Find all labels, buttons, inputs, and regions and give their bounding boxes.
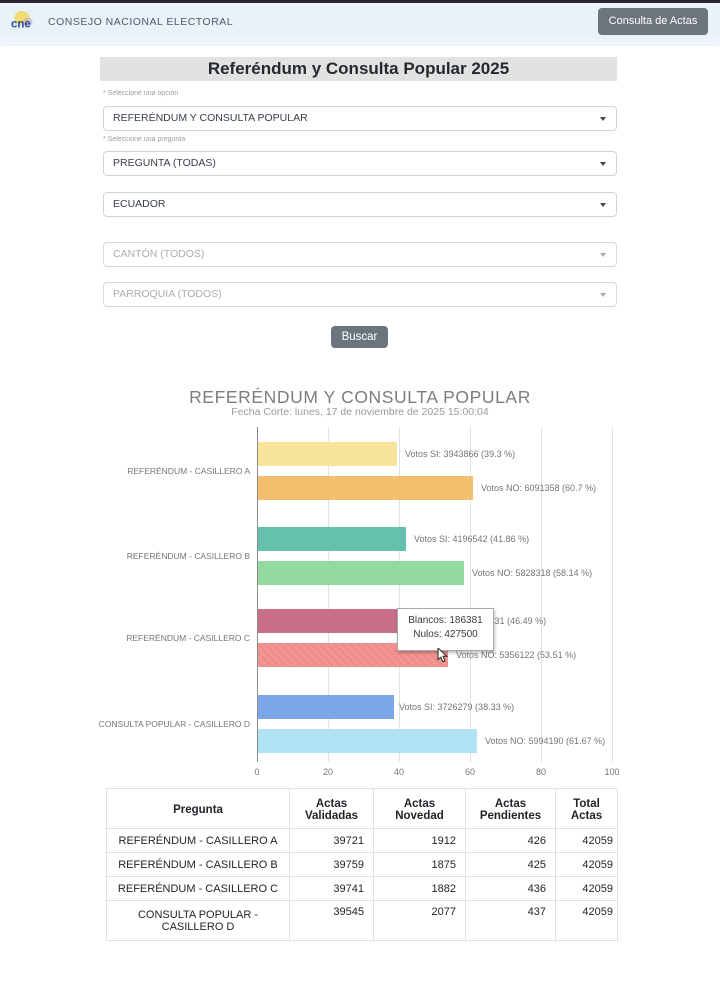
svg-text:cne: cne [11, 19, 31, 31]
